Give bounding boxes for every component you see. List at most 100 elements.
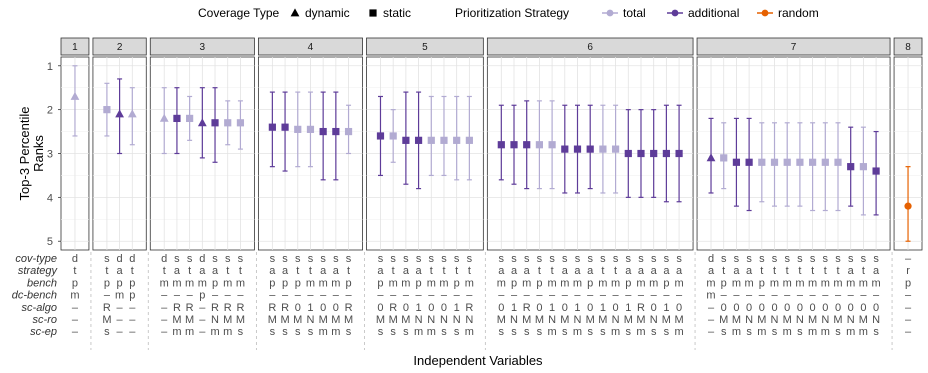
- table-cell: m: [745, 277, 754, 289]
- table-cell: t: [824, 265, 827, 277]
- data-point: [510, 141, 518, 149]
- table-cell: 1: [549, 302, 555, 314]
- panel-1: 1: [60, 37, 90, 251]
- table-cell: –: [117, 326, 124, 338]
- table-cell: N: [548, 314, 556, 326]
- table-cell: M: [172, 314, 181, 326]
- table-cell: s: [873, 253, 879, 265]
- data-point: [745, 158, 753, 166]
- row-label-dc-bench: dc-bench: [12, 290, 57, 302]
- table-cell: m: [439, 277, 448, 289]
- table-cell: s: [238, 253, 244, 265]
- table-cell: a: [498, 265, 505, 277]
- table-cell: m: [732, 326, 741, 338]
- table-cell: m: [185, 326, 194, 338]
- legend-random-label: random: [778, 6, 819, 20]
- table-cell: 0: [403, 302, 409, 314]
- data-point: [523, 141, 531, 149]
- table-cell: t: [551, 265, 554, 277]
- table-cell: –: [295, 290, 302, 302]
- panel-strip: [60, 37, 90, 56]
- panel-7: 7: [696, 37, 891, 251]
- table-cell: –: [708, 302, 715, 314]
- table-cell: s: [772, 326, 778, 338]
- table-cell: –: [269, 290, 276, 302]
- table-cell: –: [638, 290, 645, 302]
- table-cell: s: [835, 253, 841, 265]
- panel-strip-label: 4: [308, 42, 314, 53]
- table-cell: s: [600, 326, 606, 338]
- panel-strip: [149, 37, 255, 56]
- table-cell: a: [663, 265, 670, 277]
- table-cell: p: [129, 277, 135, 289]
- table-cell: t: [430, 265, 433, 277]
- table-cell: m: [783, 326, 792, 338]
- table-cell: –: [403, 290, 410, 302]
- table-cell: N: [453, 314, 461, 326]
- table-cell: –: [613, 290, 620, 302]
- table-cell: –: [129, 314, 136, 326]
- table-cell: m: [706, 277, 715, 289]
- table-cell: 0: [822, 302, 828, 314]
- table-cell: s: [346, 253, 352, 265]
- table-cell: p: [72, 277, 78, 289]
- table-cell: m: [859, 326, 868, 338]
- table-cell: s: [759, 253, 765, 265]
- table-cell: s: [270, 326, 276, 338]
- data-point: [103, 106, 111, 114]
- table-cell: –: [377, 290, 384, 302]
- table-cell: m: [172, 326, 181, 338]
- table-cell: 1: [511, 302, 517, 314]
- table-cell: a: [873, 265, 880, 277]
- legend-additional-label: additional: [688, 6, 739, 20]
- table-cell: s: [524, 326, 530, 338]
- table-cell: –: [574, 290, 581, 302]
- table-cell: –: [212, 290, 219, 302]
- table-cell: s: [772, 253, 778, 265]
- table-cell: a: [574, 265, 581, 277]
- table-cell: –: [905, 253, 912, 265]
- data-point: [186, 114, 194, 123]
- data-point: [344, 127, 353, 136]
- table-cell: 0: [810, 302, 816, 314]
- table-cell: M: [268, 314, 277, 326]
- table-cell: 0: [498, 302, 504, 314]
- table-cell: N: [821, 314, 829, 326]
- table-cell: s: [104, 253, 110, 265]
- table-cell: m: [427, 326, 436, 338]
- table-cell: M: [344, 314, 353, 326]
- x-axis-title: Independent Variables: [413, 353, 543, 368]
- table-cell: s: [784, 253, 790, 265]
- panel-strip: [92, 37, 147, 56]
- data-point: [872, 167, 880, 175]
- table-cell: –: [835, 290, 842, 302]
- table-cell: s: [429, 253, 435, 265]
- table-cell: m: [401, 277, 410, 289]
- table-cell: s: [282, 326, 288, 338]
- table-cell: 0: [441, 302, 447, 314]
- panel-strip-label: 5: [422, 42, 428, 53]
- table-cell: p: [721, 277, 727, 289]
- table-cell: –: [345, 290, 352, 302]
- table-cell: t: [131, 265, 134, 277]
- table-cell: 0: [784, 302, 790, 314]
- table-cell: –: [676, 290, 683, 302]
- table-cell: R: [281, 302, 289, 314]
- table-cell: M: [757, 314, 766, 326]
- table-cell: p: [625, 277, 631, 289]
- table-cell: s: [651, 253, 657, 265]
- table-cell: t: [798, 265, 801, 277]
- table-cell: 0: [536, 302, 542, 314]
- table-cell: N: [771, 314, 779, 326]
- table-cell: R: [465, 302, 473, 314]
- table-cell: M: [586, 314, 595, 326]
- table-cell: –: [282, 290, 289, 302]
- table-cell: a: [174, 265, 181, 277]
- panel-strip-label: 8: [905, 42, 911, 53]
- table-cell: N: [796, 314, 804, 326]
- table-cell: m: [732, 277, 741, 289]
- table-cell: –: [225, 290, 232, 302]
- table-cell: s: [797, 253, 803, 265]
- table-cell: –: [562, 290, 569, 302]
- table-cell: m: [70, 290, 79, 302]
